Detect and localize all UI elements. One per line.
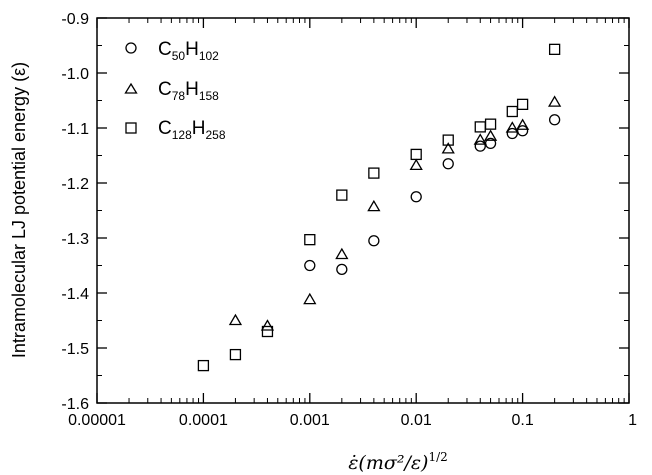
legend-label-c50h102: C50H102 bbox=[158, 39, 219, 63]
point-circle bbox=[506, 127, 518, 140]
legend-label-c128h258: C128H258 bbox=[158, 118, 226, 142]
x-axis-ticks: 0.00001 0.0001 0.001 0.01 0.1 1 bbox=[68, 18, 637, 429]
x-axis-title: ε̇(mσ²/ε)1/2 bbox=[348, 450, 448, 474]
point-triangle bbox=[548, 95, 562, 107]
point-square bbox=[484, 118, 497, 130]
point-square bbox=[474, 121, 486, 133]
legend-label-c78h158: C78H158 bbox=[158, 79, 219, 103]
y-tick-label: -1.2 bbox=[61, 176, 89, 193]
y-tick-label: -1.3 bbox=[61, 231, 89, 248]
point-square bbox=[197, 359, 210, 372]
point-circle bbox=[304, 259, 316, 272]
point-circle bbox=[368, 235, 380, 247]
x-tick-label: 1 bbox=[628, 412, 637, 429]
y-tick-label: -1.4 bbox=[61, 286, 89, 303]
x-tick-label: 0.0001 bbox=[179, 412, 228, 429]
point-circle bbox=[548, 114, 561, 126]
point-square bbox=[442, 134, 454, 146]
point-square bbox=[229, 348, 242, 361]
point-circle bbox=[336, 263, 348, 276]
point-triangle bbox=[505, 121, 519, 133]
point-square bbox=[336, 189, 348, 201]
point-square bbox=[410, 148, 422, 161]
x-axis-expression: (mσ²/ε) bbox=[358, 452, 428, 474]
point-square bbox=[261, 325, 274, 338]
plot-frame bbox=[96, 17, 630, 404]
y-tick-label: -1.5 bbox=[61, 341, 89, 358]
x-tick-label: 0.1 bbox=[511, 412, 533, 429]
y-tick-label: -1.1 bbox=[61, 121, 89, 138]
point-square bbox=[368, 167, 380, 179]
point-triangle bbox=[260, 319, 275, 331]
point-triangle bbox=[409, 158, 423, 171]
point-square bbox=[516, 98, 529, 110]
x-tick-label: 0.00001 bbox=[68, 412, 126, 429]
y-axis-title: Intramolecular LJ potential energy (ε) bbox=[9, 62, 29, 358]
y-axis-ticks: -0.9 -1.0 -1.1 -1.2 -1.3 -1.4 -1.5 -1.6 bbox=[61, 11, 629, 413]
point-triangle bbox=[473, 133, 487, 145]
point-circle bbox=[474, 140, 486, 152]
legend-marker-triangle bbox=[124, 82, 138, 94]
point-circle bbox=[410, 191, 422, 203]
x-tick-label: 0.01 bbox=[401, 412, 432, 429]
legend-marker-square bbox=[125, 122, 137, 134]
point-triangle bbox=[303, 292, 317, 305]
point-square bbox=[548, 43, 561, 55]
y-tick-label: -1.6 bbox=[61, 396, 89, 413]
point-triangle bbox=[483, 129, 498, 141]
point-circle bbox=[442, 158, 454, 170]
point-triangle bbox=[441, 142, 455, 154]
point-square bbox=[304, 233, 316, 246]
point-triangle bbox=[515, 118, 530, 130]
x-axis-rate-symbol: ε̇ bbox=[348, 452, 358, 474]
x-axis-exponent: 1/2 bbox=[428, 450, 447, 464]
y-tick-label: -0.9 bbox=[61, 11, 89, 28]
point-circle bbox=[516, 125, 529, 137]
legend-marker-circle bbox=[125, 42, 137, 54]
point-triangle bbox=[367, 199, 381, 212]
point-triangle bbox=[335, 247, 349, 260]
legend: C50H102 C78H158 C128H258 bbox=[124, 39, 226, 142]
point-square bbox=[506, 105, 518, 118]
point-triangle bbox=[228, 313, 243, 326]
data-points bbox=[197, 43, 562, 372]
x-tick-label: 0.001 bbox=[290, 412, 330, 429]
y-tick-label: -1.0 bbox=[61, 66, 89, 83]
